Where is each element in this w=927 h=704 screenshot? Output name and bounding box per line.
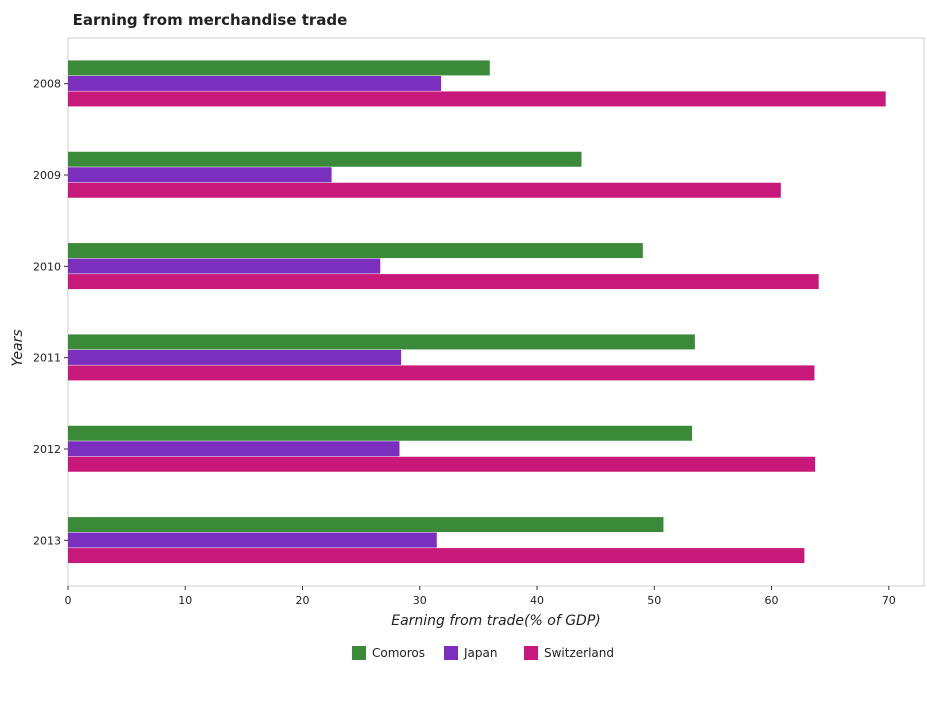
x-axis-label: Earning from trade(% of GDP) <box>391 613 601 629</box>
legend-swatch-switzerland <box>524 646 538 660</box>
legend-label-japan: Japan <box>463 646 497 660</box>
bar-switzerland-2011 <box>68 365 815 381</box>
x-tick-label: 20 <box>296 594 310 607</box>
y-axis-ticks: 2008 2009 2010 2011 2012 2013 <box>33 78 68 547</box>
y-axis-label: Years <box>10 329 26 366</box>
bar-comoros-2012 <box>68 425 693 441</box>
x-tick-label: 30 <box>413 594 427 607</box>
x-tick-label: 50 <box>647 594 661 607</box>
bar-switzerland-2008 <box>68 91 886 107</box>
y-tick-label: 2012 <box>33 443 61 456</box>
bar-comoros-2009 <box>68 151 582 167</box>
bar-comoros-2011 <box>68 334 695 350</box>
plot-area <box>67 37 925 587</box>
bar-japan-2008 <box>68 75 442 91</box>
legend-label-comoros: Comoros <box>372 646 425 660</box>
x-axis-ticks: 0 10 20 30 40 50 60 70 <box>65 586 896 607</box>
bar-japan-2009 <box>68 167 332 183</box>
bar-comoros-2008 <box>68 60 490 76</box>
x-tick-label: 60 <box>765 594 779 607</box>
bar-japan-2013 <box>68 532 437 548</box>
y-tick-label: 2011 <box>33 352 61 365</box>
x-tick-label: 70 <box>882 594 896 607</box>
bar-japan-2012 <box>68 441 400 457</box>
legend: Comoros Japan Switzerland <box>352 646 614 660</box>
bar-comoros-2010 <box>68 243 643 259</box>
legend-swatch-comoros <box>352 646 366 660</box>
bar-japan-2011 <box>68 349 402 365</box>
bar-switzerland-2012 <box>68 456 816 472</box>
legend-swatch-japan <box>444 646 458 660</box>
chart-title: Earning from merchandise trade <box>73 11 348 29</box>
y-tick-label: 2009 <box>33 169 61 182</box>
x-tick-label: 10 <box>178 594 192 607</box>
bar-switzerland-2010 <box>68 274 819 290</box>
bar-switzerland-2009 <box>68 182 781 198</box>
x-tick-label: 40 <box>530 594 544 607</box>
y-tick-label: 2010 <box>33 260 61 273</box>
x-tick-label: 0 <box>65 594 72 607</box>
plot-border <box>67 37 925 587</box>
y-tick-label: 2008 <box>33 78 61 91</box>
bar-comoros-2013 <box>68 517 664 533</box>
bars <box>68 60 886 564</box>
bar-japan-2010 <box>68 258 381 274</box>
bar-switzerland-2013 <box>68 548 805 564</box>
y-tick-label: 2013 <box>33 534 61 547</box>
legend-label-switzerland: Switzerland <box>544 646 614 660</box>
